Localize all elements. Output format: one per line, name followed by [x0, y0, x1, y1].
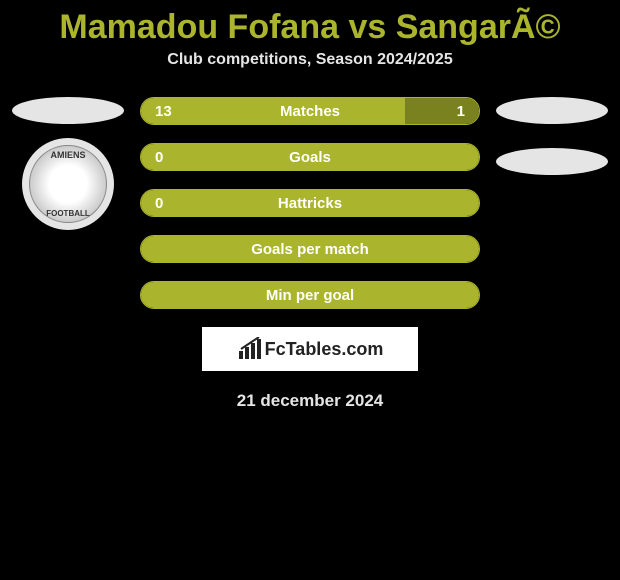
left-player-logos: AMIENS FOOTBALL	[8, 97, 128, 230]
stat-label: Matches	[280, 103, 340, 120]
stat-row-hattricks: 0 Hattricks	[140, 189, 480, 217]
stat-bar-left	[141, 98, 405, 124]
stat-left-value: 0	[155, 149, 163, 166]
stat-left-value: 0	[155, 195, 163, 212]
team-badge-inner: AMIENS FOOTBALL	[29, 145, 107, 223]
stats-column: 13 Matches 1 0 Goals 0 Hattricks Goals p…	[140, 97, 480, 309]
branding-box: FcTables.com	[202, 327, 418, 371]
badge-top-text: AMIENS	[30, 150, 106, 160]
chart-icon	[237, 337, 265, 361]
stat-row-matches: 13 Matches 1	[140, 97, 480, 125]
right-player-logos	[492, 97, 612, 175]
stat-row-goals: 0 Goals	[140, 143, 480, 171]
stat-right-value: 1	[457, 103, 465, 120]
stat-label: Min per goal	[266, 287, 354, 304]
branding-content: FcTables.com	[237, 337, 384, 361]
team-badge-left: AMIENS FOOTBALL	[22, 138, 114, 230]
comparison-area: AMIENS FOOTBALL 13 Matches 1 0 Goals 0 H…	[0, 97, 620, 411]
subtitle: Club competitions, Season 2024/2025	[0, 51, 620, 69]
page-title: Mamadou Fofana vs SangarÃ©	[0, 0, 620, 51]
team-badge-right-placeholder	[496, 148, 608, 175]
stat-left-value: 13	[155, 103, 172, 120]
stat-bar-right	[405, 98, 479, 124]
stat-label: Goals	[289, 149, 331, 166]
date-text: 21 december 2024	[0, 391, 620, 411]
stat-row-goals-per-match: Goals per match	[140, 235, 480, 263]
stat-row-min-per-goal: Min per goal	[140, 281, 480, 309]
stat-label: Hattricks	[278, 195, 342, 212]
branding-text: FcTables.com	[265, 339, 384, 360]
country-flag-right	[496, 97, 608, 124]
stat-label: Goals per match	[251, 241, 369, 258]
country-flag-left	[12, 97, 124, 124]
badge-bottom-text: FOOTBALL	[30, 209, 106, 218]
